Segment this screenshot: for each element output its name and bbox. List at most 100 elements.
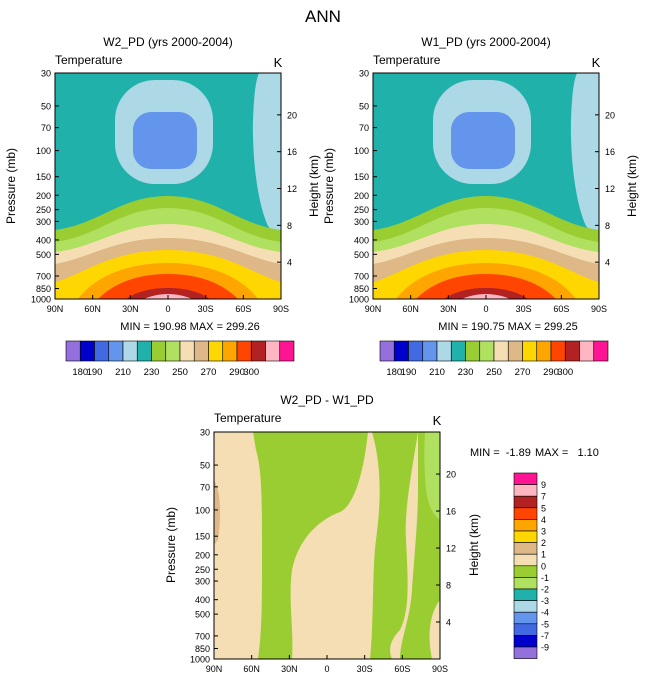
y-axis-right: 20 16 12 8 4 [595, 110, 615, 268]
colorbar-label: 270 [201, 367, 217, 378]
y2-tick-label: 16 [287, 147, 297, 157]
colorbar-swatch [507, 340, 523, 362]
colorbar-swatch [422, 340, 438, 362]
y2-tick-label: 8 [605, 221, 610, 231]
x-tick-label: 90S [432, 664, 448, 674]
colorbar-label: -9 [541, 643, 549, 653]
colorbar-swatch [513, 611, 538, 625]
y-axis-label: Pressure (mb) [4, 148, 18, 224]
min-max-stats: MIN = 190.75 MAX = 299.25 [438, 321, 577, 333]
y-tick-label: 50 [200, 461, 210, 471]
x-axis: 90N 60N 30N 0 30S 60S 90S [206, 655, 448, 674]
colorbar-swatch [65, 340, 81, 362]
y-tick-label: 30 [41, 69, 51, 79]
colorbar-swatch [250, 340, 266, 362]
colorbar-swatch [450, 340, 466, 362]
colorbar-swatch [513, 588, 538, 601]
y-tick-label: 200 [354, 191, 369, 201]
colorbar-label: 5 [541, 503, 546, 513]
y-tick-label: 850 [195, 644, 210, 654]
colorbar-vertical: 9 75 4 32 10 -1 -2-3 -4-5 -7 -9 [513, 472, 549, 659]
colorbar-label: -1 [541, 573, 549, 583]
y-tick-label: 250 [354, 205, 369, 215]
y-tick-label: 100 [354, 146, 369, 156]
x-tick-label: 30N [122, 304, 139, 314]
variable-label: Temperature [373, 53, 441, 67]
colorbar-swatch [513, 542, 538, 555]
panel-title: W1_PD (yrs 2000-2004) [421, 35, 550, 49]
panel-difference: W2_PD - W1_PD Temperature K 305070100150… [164, 393, 599, 674]
x-tick-label: 90N [206, 664, 223, 674]
y-tick-label: 150 [354, 172, 369, 182]
figure-title: ANN [305, 7, 341, 26]
colorbar-swatch [279, 340, 295, 362]
colorbar-swatch [536, 340, 552, 362]
colorbar-label: 290 [543, 367, 559, 378]
y-axis-right: 20 16 12 8 4 [436, 470, 456, 628]
colorbar-swatch [513, 577, 538, 590]
colorbar-label: 250 [486, 367, 502, 378]
y-tick-label: 250 [195, 565, 210, 575]
colorbar-label: 230 [144, 367, 160, 378]
colorbar-swatch [222, 340, 238, 362]
colorbar-label: -5 [541, 619, 549, 629]
y-tick-label: 70 [200, 482, 210, 492]
y-tick-label: 30 [359, 69, 369, 79]
panel-w1-pd: W1_PD (yrs 2000-2004) Temperature K 30 50… [322, 35, 639, 378]
colorbar-swatch [122, 340, 138, 362]
colorbar-label: 9 [541, 480, 546, 490]
y-tick-label: 300 [354, 217, 369, 227]
colorbar-label: 290 [229, 367, 245, 378]
colorbar-label: -4 [541, 608, 549, 618]
max-stat: MAX = 1.10 [535, 447, 599, 459]
colorbar-label: 0 [541, 561, 546, 571]
y2-tick-label: 8 [446, 581, 451, 591]
y2-tick-label: 12 [605, 184, 615, 194]
colorbar-label: 180 [386, 367, 402, 378]
colorbar-swatch [193, 340, 209, 362]
y2-tick-label: 4 [287, 258, 292, 268]
x-axis: 90N 60N 30N 0 30S 60S 90S [47, 295, 289, 314]
colorbar-swatch [79, 340, 95, 362]
y2-tick-label: 12 [446, 544, 456, 554]
colorbar-swatch [513, 519, 538, 532]
colorbar-swatch [513, 495, 538, 509]
contour-field [214, 432, 440, 659]
colorbar-swatch [550, 340, 566, 362]
y-tick-label: 100 [195, 505, 210, 515]
colorbar-label: 270 [515, 367, 531, 378]
x-tick-label: 60N [243, 664, 260, 674]
y2-tick-label: 20 [446, 470, 456, 480]
min-stat: MIN = -1.89 [470, 447, 531, 459]
y-tick-label: 70 [41, 123, 51, 133]
colorbar-swatch [136, 340, 152, 362]
colorbar-label: 7 [541, 492, 546, 502]
y-tick-label: 500 [36, 250, 51, 260]
x-tick-label: 90N [47, 304, 64, 314]
y-tick-label: 700 [195, 631, 210, 641]
x-tick-label: 0 [483, 304, 488, 314]
colorbar-swatch [179, 340, 195, 362]
colorbar-swatch [408, 340, 424, 362]
panel-w2-pd: W2_PD (yrs 2000-2004) Temperature K 30 50… [4, 35, 321, 378]
colorbar-label: -7 [541, 631, 549, 641]
y2-axis-label: Height (km) [467, 514, 481, 576]
panel-title: W2_PD (yrs 2000-2004) [103, 35, 232, 49]
colorbar-swatch [479, 340, 495, 362]
x-tick-label: 60N [84, 304, 101, 314]
colorbar-swatch [513, 507, 538, 520]
y2-tick-label: 20 [605, 110, 615, 120]
y-tick-label: 400 [354, 235, 369, 245]
colorbar-swatch [165, 340, 181, 362]
colorbar-swatch [208, 340, 224, 362]
x-tick-label: 90N [365, 304, 382, 314]
contour-field [373, 73, 599, 299]
x-tick-label: 60S [394, 664, 410, 674]
colorbar-swatch [513, 484, 538, 497]
y-tick-label: 1000 [349, 295, 369, 305]
units-label: K [592, 55, 601, 70]
